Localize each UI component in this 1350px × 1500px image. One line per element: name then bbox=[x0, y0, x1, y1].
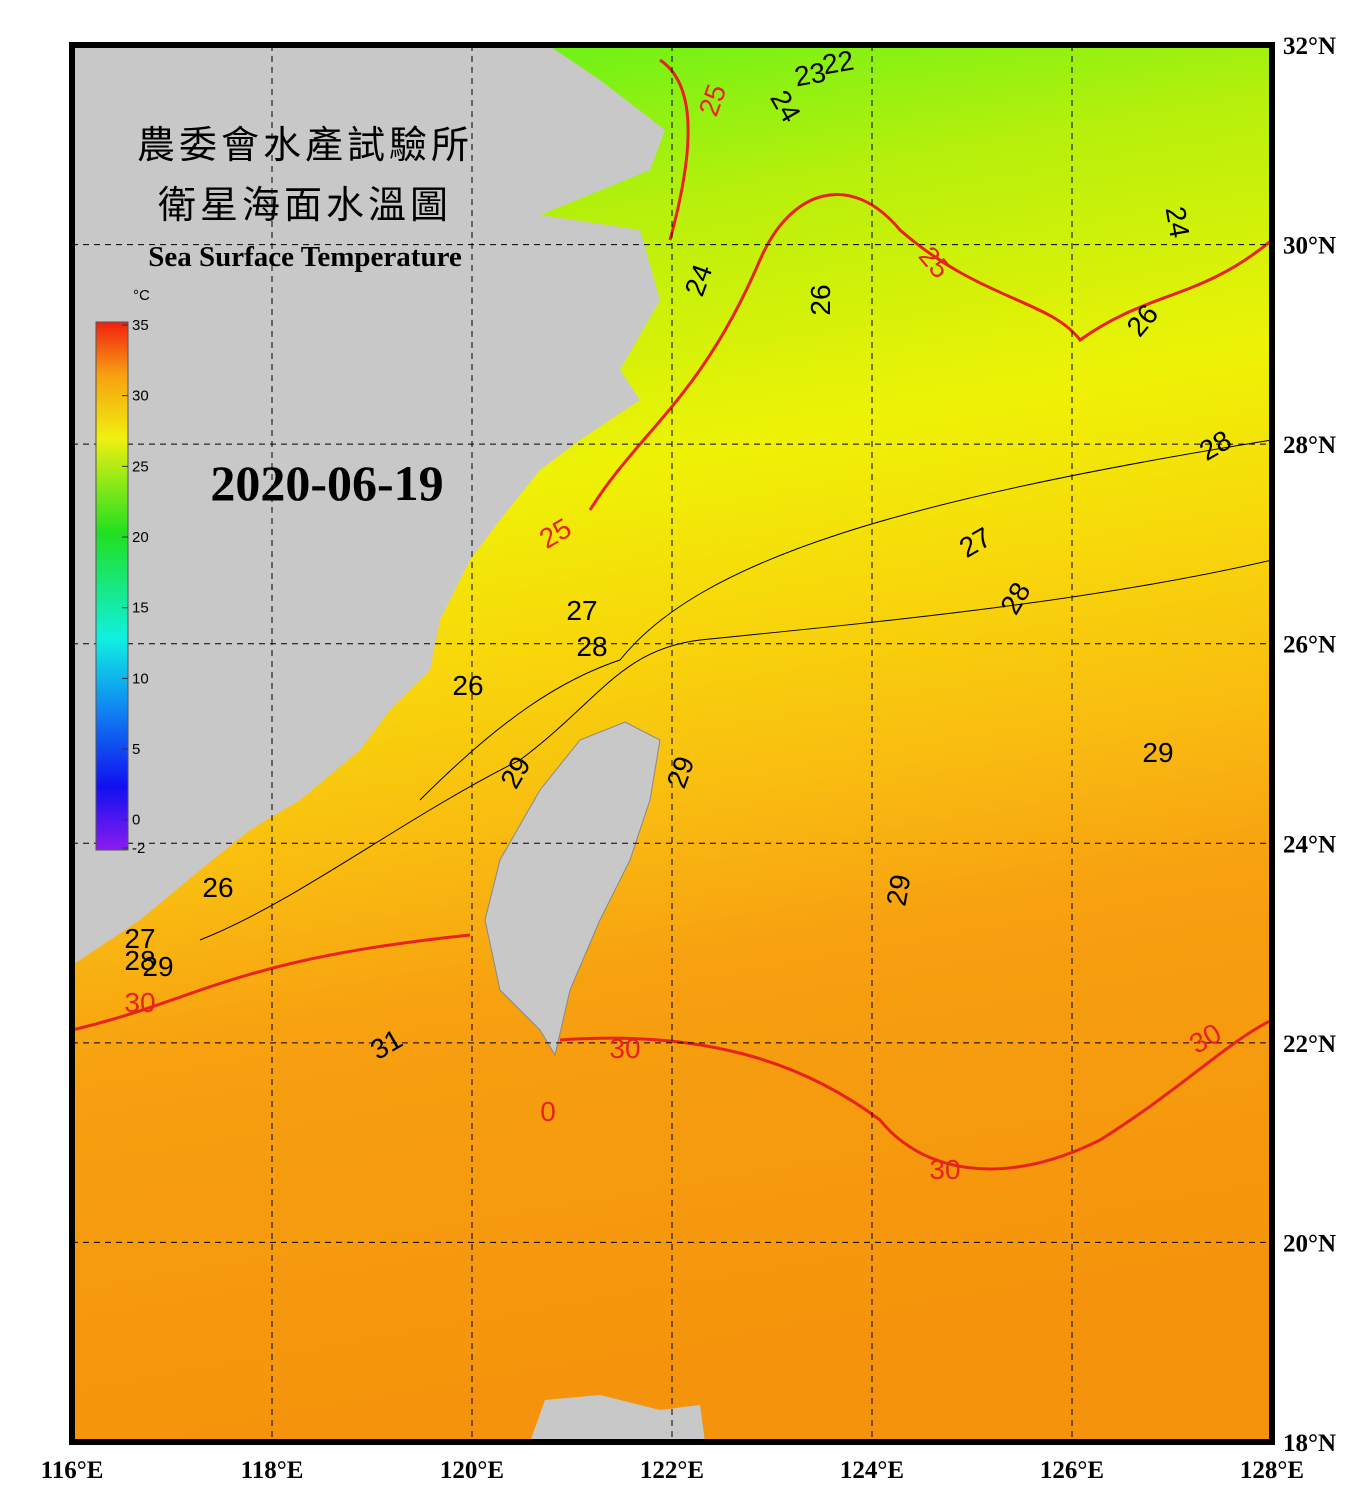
contour-label: 29 bbox=[1142, 737, 1173, 768]
contour-label: 0 bbox=[540, 1096, 556, 1127]
contour-label: 30 bbox=[609, 1033, 640, 1064]
colorbar-tick-label: 10 bbox=[132, 670, 149, 687]
lat-label: 20°N bbox=[1283, 1230, 1336, 1257]
colorbar-unit: °C bbox=[133, 287, 150, 304]
contour-label: 23 bbox=[792, 57, 828, 93]
lon-label: 128°E bbox=[1240, 1457, 1304, 1484]
contour-label: 26 bbox=[202, 872, 233, 903]
contour-label: 29 bbox=[142, 951, 173, 982]
contour-label: 30 bbox=[124, 987, 155, 1018]
colorbar-tick-label: 30 bbox=[132, 388, 149, 405]
lat-label: 24°N bbox=[1283, 831, 1336, 858]
colorbar bbox=[95, 321, 129, 851]
colorbar-tick-label: 20 bbox=[132, 529, 149, 546]
colorbar-tick-label: 15 bbox=[132, 600, 149, 617]
lon-label: 120°E bbox=[440, 1457, 504, 1484]
lat-label: 30°N bbox=[1283, 233, 1336, 260]
lat-label: 22°N bbox=[1283, 1031, 1336, 1058]
contour-line bbox=[199, 439, 1272, 941]
lon-label: 126°E bbox=[1040, 1457, 1104, 1484]
contour-label: 28 bbox=[576, 631, 607, 662]
lon-label: 116°E bbox=[41, 1457, 104, 1484]
map-frame bbox=[69, 42, 1275, 1445]
colorbar-tick-label: -2 bbox=[132, 840, 145, 857]
lon-label: 122°E bbox=[640, 1457, 704, 1484]
colorbar-tick-label: 5 bbox=[132, 741, 140, 758]
lat-label: 26°N bbox=[1283, 632, 1336, 659]
land-luzon bbox=[530, 1395, 705, 1442]
lat-label: 32°N bbox=[1283, 33, 1336, 60]
contour-label: 30 bbox=[929, 1154, 960, 1185]
contour-label: 24 bbox=[1160, 204, 1196, 240]
colorbar-tick-label: 25 bbox=[132, 458, 149, 475]
lat-label: 18°N bbox=[1283, 1430, 1336, 1457]
contour-label: 29 bbox=[881, 872, 917, 908]
date: 2020-06-19 bbox=[210, 455, 443, 511]
lon-label: 124°E bbox=[840, 1457, 904, 1484]
title-zh: 農委會水產試驗所 bbox=[137, 123, 473, 167]
contour-line bbox=[559, 58, 1272, 1171]
contour-label: 26 bbox=[805, 284, 836, 315]
colorbar-ticks: 35 30 25 20 15 10 5 0 -2 bbox=[122, 317, 149, 857]
colorbar-tick-label: 35 bbox=[132, 317, 149, 334]
contour-label: 27 bbox=[124, 923, 155, 954]
title-zh: 衛星海面水溫圖 bbox=[158, 183, 452, 227]
contour-label: 26 bbox=[452, 670, 483, 701]
land-china bbox=[72, 45, 665, 965]
contour-line bbox=[72, 192, 1272, 1032]
colorbar-tick-label: 0 bbox=[132, 812, 140, 829]
lat-label: 28°N bbox=[1283, 432, 1336, 459]
contour-label: 27 bbox=[566, 595, 597, 626]
lon-label: 118°E bbox=[241, 1457, 304, 1484]
title-en: Sea Surface Temperature bbox=[148, 241, 462, 273]
contour-label: 28 bbox=[124, 945, 155, 976]
contour-label: 22 bbox=[820, 45, 856, 81]
